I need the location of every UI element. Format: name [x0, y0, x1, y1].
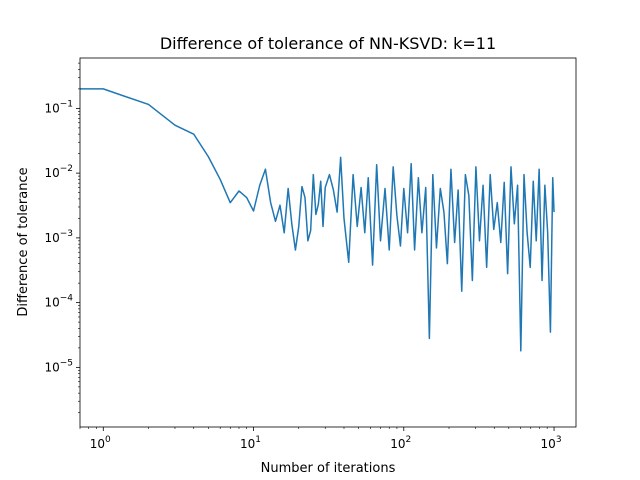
axes-frame	[79, 57, 577, 428]
y-tick-label: 10−5	[44, 358, 73, 374]
x-tick-label: 103	[541, 435, 562, 451]
y-axis-label: Difference of tolerance	[16, 167, 31, 316]
y-tick-label: 10−1	[44, 99, 73, 115]
axis-ticks: 100 101 102 103 10−5 10−4 10−3 10−2 10−1	[44, 62, 562, 451]
plot-area	[79, 57, 577, 428]
y-tick-label: 10−2	[44, 164, 73, 180]
x-tick-label: 102	[390, 435, 411, 451]
chart-title: Difference of tolerance of NN-KSVD: k=11	[160, 34, 496, 53]
x-axis-label: Number of iterations	[261, 461, 396, 476]
y-tick-label: 10−3	[44, 229, 73, 245]
data-series-line-0	[80, 88, 555, 352]
x-tick-label: 101	[240, 435, 261, 451]
x-tick-label: 100	[90, 435, 111, 451]
y-tick-label: 10−4	[44, 294, 73, 310]
